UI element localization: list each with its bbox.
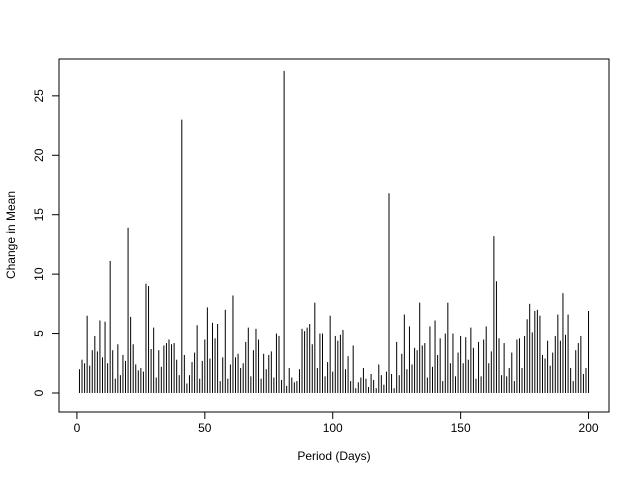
y-tick-label: 15 (32, 208, 46, 222)
x-tick-label: 150 (451, 421, 471, 435)
x-axis-label: Period (Days) (297, 449, 370, 463)
y-tick-label: 20 (32, 148, 46, 162)
y-axis-label: Change in Mean (4, 191, 18, 279)
y-tick-label: 10 (32, 267, 46, 281)
x-tick-label: 50 (198, 421, 212, 435)
y-tick-label: 0 (32, 389, 46, 396)
y-tick-label: 5 (32, 330, 46, 337)
x-tick-label: 200 (579, 421, 599, 435)
x-tick-label: 0 (74, 421, 81, 435)
x-tick-label: 100 (323, 421, 343, 435)
y-tick-label: 25 (32, 89, 46, 103)
